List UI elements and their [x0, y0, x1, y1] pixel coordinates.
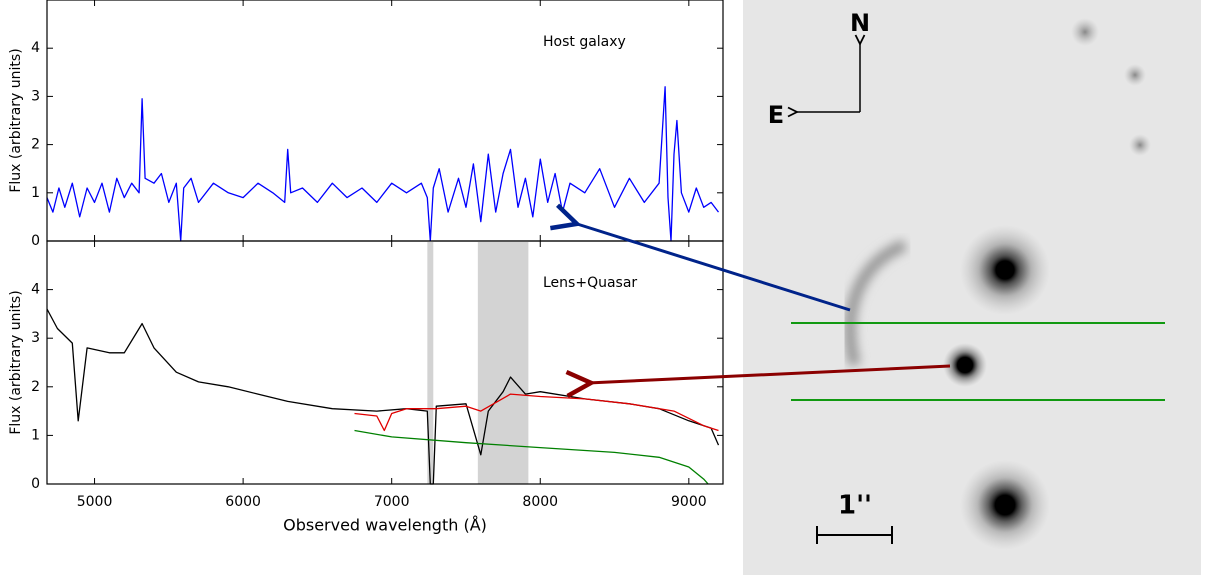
- y-tick-label: 0: [31, 233, 40, 249]
- shaded-region: [427, 241, 434, 484]
- x-tick-label: 6000: [225, 494, 261, 510]
- star: [1071, 18, 1099, 46]
- arrow: [574, 223, 851, 312]
- spectrum-line: [354, 393, 719, 432]
- shaded-region: [477, 241, 529, 484]
- sky-image: N E 1'': [743, 0, 1201, 575]
- y-axis-label: Flux (arbitrary units): [8, 48, 24, 192]
- x-tick-label: 7000: [374, 494, 410, 510]
- star: [1124, 64, 1146, 86]
- x-tick-label: 5000: [77, 494, 113, 510]
- arc: [844, 239, 908, 367]
- y-tick-label: 1: [31, 427, 40, 443]
- x-tick-label: 9000: [671, 494, 707, 510]
- y-tick-label: 3: [31, 88, 40, 104]
- y-tick-label: 4: [31, 282, 40, 298]
- arrow: [588, 364, 951, 383]
- east-label: E: [768, 101, 784, 129]
- quasar-image: [977, 477, 1033, 533]
- star: [1129, 134, 1151, 156]
- x-tick-label: 8000: [522, 494, 558, 510]
- y-tick-label: 3: [31, 330, 40, 346]
- y-tick-label: 2: [31, 137, 40, 153]
- y-tick-label: 2: [31, 379, 40, 395]
- quasar-image: [979, 244, 1031, 296]
- y-axis-label: Flux (arbitrary units): [8, 290, 24, 434]
- panel-annotation: Host galaxy: [543, 34, 626, 50]
- spectrum-line: [354, 429, 709, 485]
- y-tick-label: 0: [31, 476, 40, 492]
- north-label: N: [850, 9, 870, 37]
- plot-frame: [46, 240, 724, 485]
- lens-galaxy: [943, 343, 987, 387]
- y-tick-label: 4: [31, 40, 40, 56]
- spectrum-line: [46, 308, 720, 485]
- spectrum-line: [46, 86, 720, 242]
- x-axis-label: Observed wavelength (Å): [283, 516, 487, 535]
- scale-label: 1'': [838, 491, 872, 521]
- y-tick-label: 1: [31, 185, 40, 201]
- panel-annotation: Lens+Quasar: [543, 275, 637, 291]
